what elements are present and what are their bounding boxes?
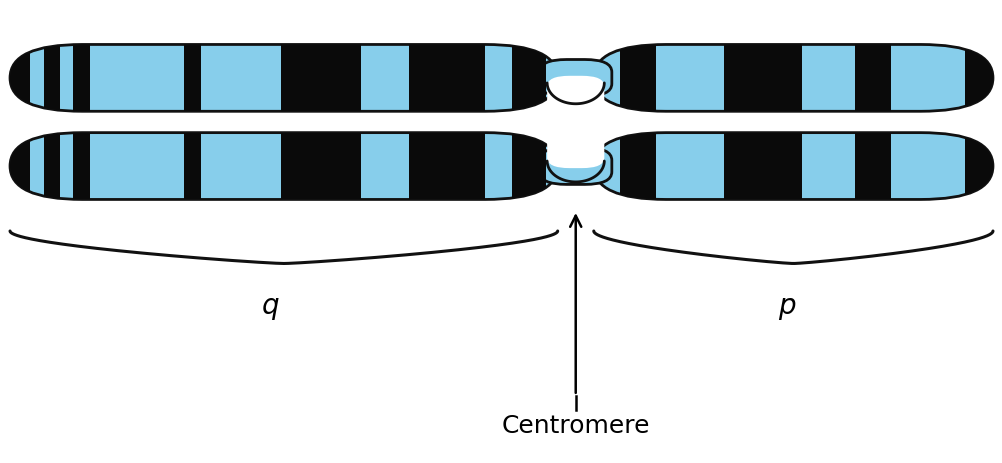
- Bar: [723, 45, 802, 112]
- Bar: [44, 133, 60, 200]
- Bar: [429, 133, 485, 200]
- FancyBboxPatch shape: [539, 148, 611, 185]
- Bar: [854, 45, 872, 112]
- Bar: [723, 133, 802, 200]
- Bar: [73, 133, 90, 200]
- Bar: [964, 133, 992, 200]
- Bar: [854, 133, 872, 200]
- Bar: [281, 133, 361, 200]
- Bar: [183, 133, 200, 200]
- Bar: [528, 45, 545, 112]
- Bar: [619, 133, 637, 200]
- FancyBboxPatch shape: [539, 60, 611, 97]
- FancyBboxPatch shape: [10, 45, 557, 112]
- Bar: [10, 45, 30, 112]
- Bar: [872, 45, 890, 112]
- Text: p: p: [778, 292, 796, 319]
- Bar: [429, 45, 485, 112]
- Bar: [281, 45, 361, 112]
- Bar: [10, 133, 30, 200]
- FancyBboxPatch shape: [593, 133, 992, 200]
- FancyBboxPatch shape: [10, 133, 557, 200]
- Bar: [528, 133, 545, 200]
- Bar: [44, 45, 60, 112]
- Bar: [964, 45, 992, 112]
- Bar: [511, 133, 528, 200]
- Bar: [409, 45, 429, 112]
- Bar: [619, 45, 637, 112]
- Bar: [637, 133, 655, 200]
- FancyBboxPatch shape: [547, 133, 603, 169]
- FancyBboxPatch shape: [593, 45, 992, 112]
- Text: Centromere: Centromere: [501, 413, 649, 438]
- Bar: [872, 133, 890, 200]
- FancyBboxPatch shape: [547, 76, 603, 112]
- Bar: [183, 45, 200, 112]
- Text: q: q: [262, 292, 280, 319]
- Bar: [73, 45, 90, 112]
- Bar: [409, 133, 429, 200]
- Bar: [511, 45, 528, 112]
- Bar: [637, 45, 655, 112]
